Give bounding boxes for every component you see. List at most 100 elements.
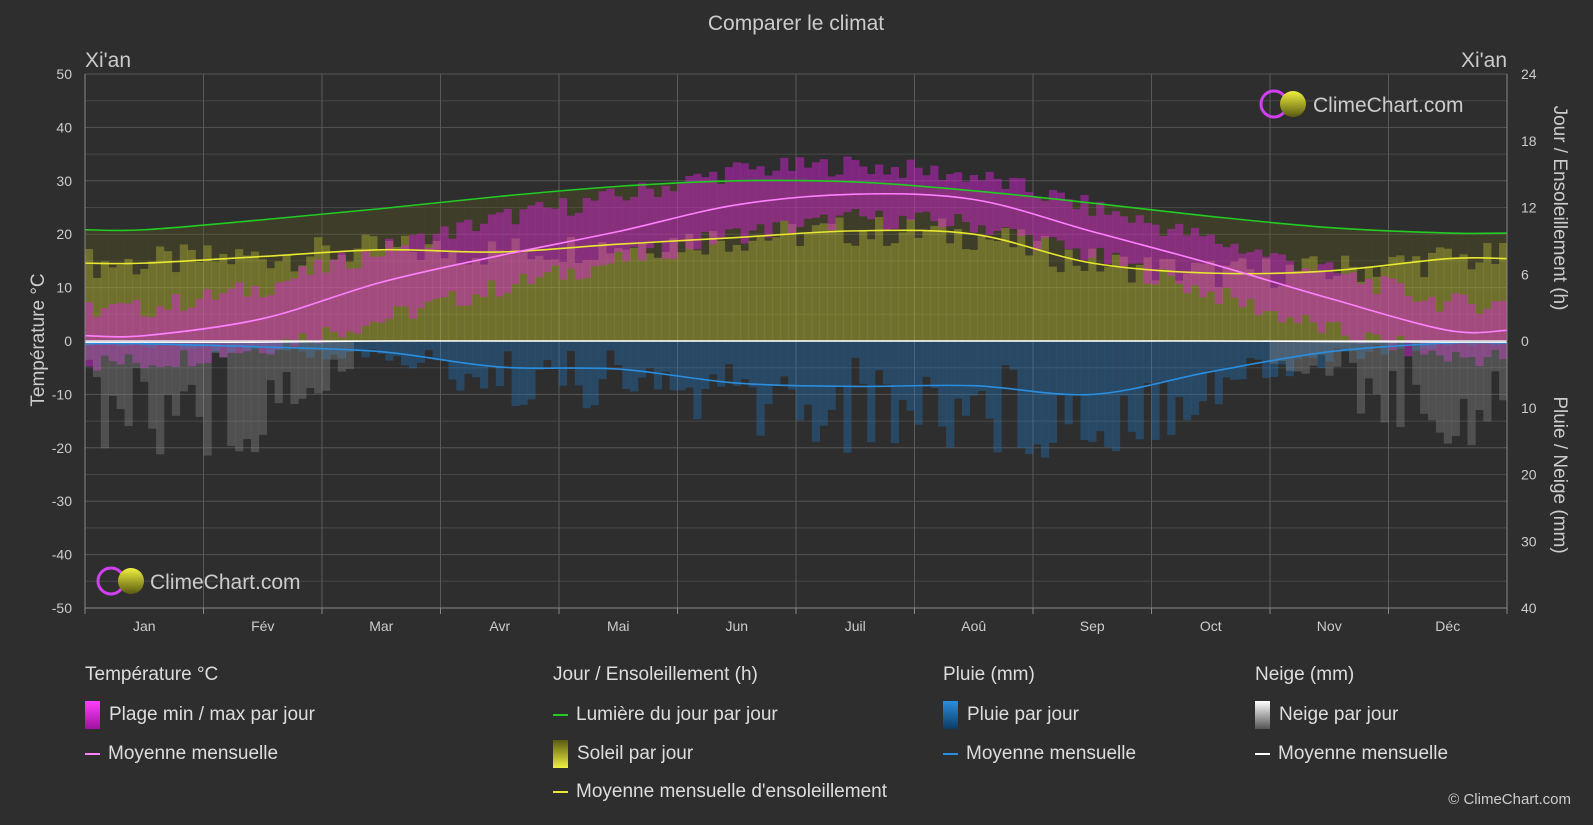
daylight-bar (645, 184, 655, 254)
sunshine-bar (788, 223, 797, 341)
left-tick-label: 30 (56, 173, 72, 189)
temp-range-bar (377, 256, 386, 323)
rain-bar (456, 341, 465, 391)
daylight-bar (851, 181, 860, 246)
daylight-bar (1309, 226, 1318, 257)
rain-bar (235, 341, 244, 347)
temp-range-bar (487, 214, 497, 281)
daylight-bar (1341, 228, 1350, 256)
temp-range-bar (495, 212, 504, 297)
legend-sun-title: Jour / Ensoleillement (h) (553, 664, 758, 685)
sunshine-bar (709, 231, 718, 341)
temp-range-bar (1491, 301, 1500, 350)
temp-range-bar (977, 180, 986, 226)
temp-range-bar (472, 231, 481, 295)
rain-bar (645, 341, 655, 369)
sunshine-bar (108, 267, 117, 341)
temp-range-bar (1356, 283, 1366, 344)
temp-range-bar (1435, 311, 1445, 356)
snow-bar (1317, 341, 1326, 355)
temp-range-bar (796, 157, 805, 227)
temp-range-bar (353, 268, 362, 334)
snow-bar (203, 341, 212, 456)
daylight-bar (843, 181, 852, 244)
daylight-bar (811, 181, 820, 226)
sunshine-bar (1056, 272, 1065, 341)
legend-sunshine-mean: Moyenne mensuelle d'ensoleillement (553, 778, 887, 806)
daylight-bar (796, 181, 805, 246)
daylight-bar (1396, 230, 1405, 256)
sunshine-bar (1467, 269, 1476, 341)
daylight-bar (171, 227, 181, 273)
legend-snow-title: Neige (mm) (1255, 664, 1355, 685)
sunshine-bar (1333, 275, 1342, 341)
rain-bar (361, 341, 370, 358)
rain-bar (306, 341, 315, 358)
daylight-bar (1262, 221, 1271, 259)
sunshine-bar (1364, 266, 1373, 341)
sunshine-bar (685, 233, 694, 341)
daylight-bar (985, 192, 994, 240)
daylight-bar (875, 183, 884, 218)
sunshine-bar (258, 259, 267, 341)
temp-range-bar (195, 299, 204, 364)
daylight-bar (559, 191, 568, 262)
sunshine-bar (1048, 266, 1057, 341)
right-sun-tick-label: 24 (1521, 66, 1537, 82)
sunshine-bar (1388, 256, 1397, 341)
snow-bar (195, 341, 204, 417)
temp-range-bar (1151, 224, 1160, 285)
snow-bar (148, 341, 157, 429)
daylight-bar (503, 195, 512, 255)
daylight-bar (566, 190, 576, 237)
sunshine-bar (472, 258, 481, 341)
sunshine-bar (638, 242, 647, 341)
sunshine-bar (1064, 249, 1073, 341)
daylight-bar (1451, 233, 1460, 259)
temp-range-bar (645, 188, 655, 249)
sunshine-bar (187, 249, 196, 341)
snow-bar (124, 341, 133, 427)
rain-bar (440, 341, 449, 361)
daylight-bar (464, 199, 473, 265)
rain-bar (898, 341, 907, 400)
temp-range-bar (282, 281, 291, 339)
sunshine-bar (764, 240, 773, 341)
temp-range-bar (1285, 261, 1294, 318)
watermark-bottom[interactable]: ClimeChart.com (96, 566, 301, 596)
temp-range-bar (1238, 253, 1247, 308)
temp-range-bar (274, 282, 283, 350)
rain-bar (1254, 341, 1263, 360)
sunshine-bar (243, 255, 252, 341)
rain-bar (598, 341, 607, 380)
sunshine-bar (835, 217, 844, 341)
rain-mean-line (84, 341, 1508, 396)
temp-range-bar (1277, 254, 1287, 323)
legend-sunshine-label: Soleil par jour (577, 743, 694, 764)
temp-range-bar (1072, 209, 1081, 249)
rain-bar (1191, 341, 1200, 415)
sunshine-bar (756, 236, 765, 341)
daylight-bar (480, 198, 489, 265)
temp-range-bar (1127, 222, 1136, 264)
daylight-bar (1459, 233, 1468, 255)
sunshine-bar (1001, 228, 1010, 341)
temp-range-bar (1380, 276, 1389, 341)
temp-range-bar (432, 233, 441, 299)
sunshine-bar (677, 252, 686, 341)
sunshine-bar (480, 264, 489, 341)
temp-range-bar (724, 167, 734, 230)
rain-bar (243, 341, 252, 351)
sunshine-bar (1483, 242, 1492, 341)
sunshine-bar (1214, 286, 1223, 341)
daylight-bar (1159, 211, 1168, 259)
daylight-bar (1112, 205, 1121, 255)
daylight-bar (511, 195, 520, 239)
daylight-bar (195, 225, 204, 262)
yellow-line-icon (553, 791, 568, 793)
temp-range-bar (693, 173, 702, 250)
snow-bar (1420, 341, 1429, 414)
snow-bar (1285, 341, 1294, 371)
temp-range-bar (424, 247, 433, 302)
watermark-top[interactable]: ClimeChart.com (1259, 89, 1464, 119)
